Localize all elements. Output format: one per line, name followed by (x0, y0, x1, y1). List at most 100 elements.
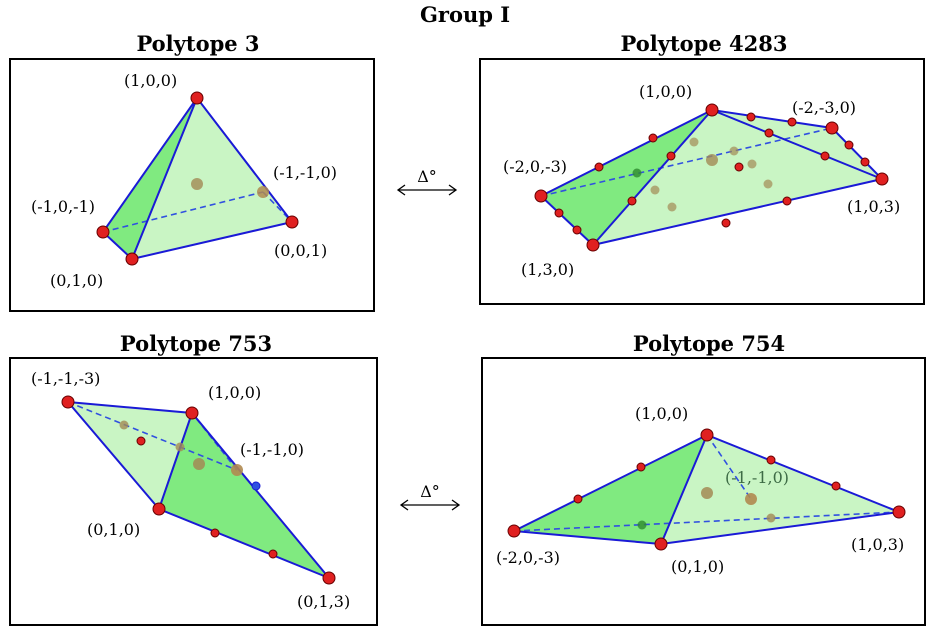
lattice-point (782, 196, 792, 206)
hidden-vertex (745, 493, 757, 505)
hidden-vertex (231, 464, 243, 476)
interior-point (175, 442, 185, 452)
arrow-head-right (451, 499, 461, 511)
lattice-point (268, 549, 278, 559)
arrow-head-right (448, 184, 458, 196)
vertex-label: (1,0,3) (851, 535, 904, 554)
interior-point (193, 458, 205, 470)
vertex (125, 252, 139, 266)
lattice-point (746, 112, 756, 122)
edge (592, 109, 713, 246)
hidden-edge (706, 434, 752, 500)
vertex-label: (1,0,0) (639, 82, 692, 101)
polytope-753-diagram: (-1,-1,-3) (1,0,0) (-1,-1,0) (0,1,0) (0,… (31, 369, 350, 611)
polytope-754-panel: (1,0,0) (-1,-1,0) (-2,0,-3) (1,0,3) (0,1… (481, 357, 926, 626)
lattice-point (787, 117, 797, 127)
interior-point (637, 520, 647, 530)
lattice-point (648, 133, 658, 143)
vertex (700, 428, 714, 442)
front-left-face (103, 98, 197, 259)
vertex-label: (0,1,3) (297, 592, 350, 611)
vertex (825, 121, 839, 135)
lattice-point (572, 225, 582, 235)
vertex (705, 103, 719, 117)
vertex (875, 172, 889, 186)
lattice-point (251, 481, 261, 491)
interior-point (650, 185, 660, 195)
edges (540, 108, 884, 247)
interior-point (701, 487, 713, 499)
interior-point (667, 202, 677, 212)
lattice-point (766, 455, 776, 465)
vertex-label: (0,1,0) (50, 271, 103, 290)
duality-label: Δ° (417, 167, 437, 186)
vertex-label: (-1,-1,-3) (31, 369, 100, 388)
vertex-label: (-1,-1,0) (273, 163, 337, 182)
vertex-label: (1,3,0) (521, 260, 574, 279)
duality-arrow-bottom: Δ° (399, 482, 461, 511)
lattice-point (136, 436, 146, 446)
lattice-point (721, 218, 731, 228)
edge (711, 109, 883, 180)
hidden-edge (513, 511, 900, 532)
lattice-point (820, 151, 830, 161)
lattice-point (594, 162, 604, 172)
front-left-face (514, 435, 707, 544)
lattice-point (636, 462, 646, 472)
interior-point (729, 146, 739, 156)
hidden-vertex (257, 186, 269, 198)
front-left-face (541, 110, 712, 245)
panel-2-title: Polytope 4283 (620, 31, 788, 56)
lattice-point (666, 151, 676, 161)
interior-point (689, 137, 699, 147)
vertex (96, 225, 110, 239)
edge (660, 434, 708, 545)
vertex-label: (-2,0,-3) (496, 548, 560, 567)
vertex-label: (-1,0,-1) (31, 197, 95, 216)
vertex-label: (0,1,0) (671, 557, 724, 576)
hidden-edge (102, 191, 264, 233)
lattice-point (831, 481, 841, 491)
vertex (534, 189, 548, 203)
vertex-label: (0,0,1) (274, 241, 327, 260)
vertex-label: (0,1,0) (87, 520, 140, 539)
panel-1-title: Polytope 3 (136, 31, 260, 56)
lattice-point (764, 128, 774, 138)
vertex-label: (1,0,0) (124, 71, 177, 90)
interior-point (191, 178, 203, 190)
lattice-point (627, 196, 637, 206)
interior-point (747, 159, 757, 169)
lattice-point (210, 528, 220, 538)
vertex (61, 395, 75, 409)
vertex-label: (-1,-1,0) (725, 468, 789, 487)
vertex (892, 505, 906, 519)
group-title: Group I (419, 2, 511, 27)
vertex-label: (1,0,0) (208, 383, 261, 402)
vertex-label: (1,0,3) (847, 197, 900, 216)
lattice-point (844, 140, 854, 150)
interior-point (119, 420, 129, 430)
edge (158, 412, 193, 510)
vertex-label: (-1,-1,0) (240, 440, 304, 459)
polytope-754-diagram: (1,0,0) (-1,-1,0) (-2,0,-3) (1,0,3) (0,1… (496, 404, 906, 576)
vertex (322, 571, 336, 585)
interior-point (706, 154, 718, 166)
lattice-point (734, 162, 744, 172)
vertex-label: (-2,0,-3) (503, 157, 567, 176)
vertex (152, 502, 166, 516)
interior-point (766, 513, 776, 523)
vertex (654, 537, 668, 551)
polytope-3-panel: (1,0,0) (-1,-1,0) (-1,0,-1) (0,0,1) (0,1… (9, 58, 375, 312)
lattice-point (554, 208, 564, 218)
duality-label: Δ° (420, 482, 440, 501)
vertex-label: (1,0,0) (635, 404, 688, 423)
edges (101, 96, 294, 261)
vertex (190, 91, 204, 105)
arrow-head-left (399, 499, 409, 511)
vertex (586, 238, 600, 252)
polytope-4283-diagram: (1,0,0) (-2,-3,0) (-2,0,-3) (1,0,3) (1,3… (503, 82, 900, 279)
lattice-point (573, 494, 583, 504)
polytope-753-panel: (-1,-1,-3) (1,0,0) (-1,-1,0) (0,1,0) (0,… (9, 357, 378, 626)
panel-3-title: Polytope 753 (119, 331, 273, 356)
duality-arrow-top: Δ° (396, 167, 458, 196)
